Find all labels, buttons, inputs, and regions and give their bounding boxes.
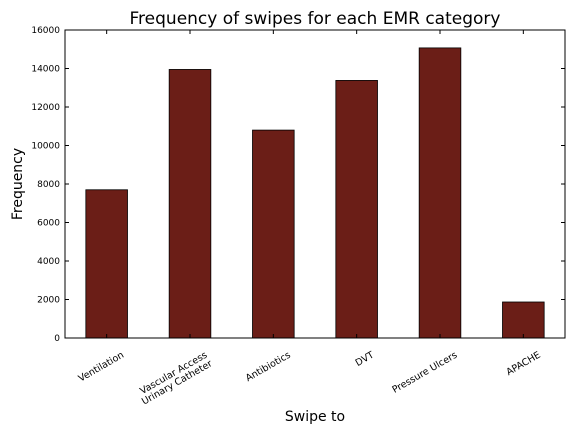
y-tick-label-1: 2000 — [37, 296, 60, 306]
x-tick-label-4: Pressure Ulcers — [390, 350, 459, 396]
y-tick-label-4: 8000 — [37, 180, 60, 190]
chart-title: Frequency of swipes for each EMR categor… — [130, 9, 501, 29]
x-axis-label: Swipe to — [285, 409, 345, 425]
y-tick-label-8: 16000 — [31, 26, 60, 36]
bars-group — [85, 47, 545, 339]
y-tick-label-2: 4000 — [37, 257, 60, 267]
x-tick-label-line: APACHE — [504, 350, 542, 378]
x-tick-label-line: Pressure Ulcers — [390, 350, 459, 396]
y-tick-label-7: 14000 — [31, 65, 60, 75]
y-tick-label-0: 0 — [54, 334, 60, 344]
x-axis: Ventilation Vascular AccessUrinary Cathet… — [77, 30, 543, 408]
x-tick-label-5: APACHE — [504, 350, 542, 378]
bar-4 — [418, 47, 462, 339]
y-tick-label-6: 12000 — [31, 103, 60, 113]
bar-2 — [252, 129, 295, 339]
x-tick-label-1: Vascular AccessUrinary Catheter — [135, 350, 214, 408]
plot-frame — [64, 29, 566, 339]
y-axis-label: Frequency — [10, 148, 26, 220]
x-tick-label-0: Ventilation — [77, 350, 126, 385]
bar-1 — [168, 69, 212, 339]
x-tick-label-line: Antibiotics — [244, 350, 293, 385]
y-axis: 0 2000 4000 6000 8000 10000 12000 14000 16000 — [31, 26, 565, 344]
bar-5 — [502, 301, 545, 339]
bar-0 — [85, 189, 128, 339]
x-tick-label-2: Antibiotics — [244, 350, 293, 385]
y-tick-label-3: 6000 — [37, 219, 60, 229]
x-tick-label-line: Ventilation — [77, 350, 126, 385]
x-tick-label-3: DVT — [354, 350, 377, 369]
bar-3 — [335, 80, 378, 339]
y-tick-label-5: 10000 — [31, 142, 60, 152]
x-tick-label-line: DVT — [354, 350, 377, 369]
